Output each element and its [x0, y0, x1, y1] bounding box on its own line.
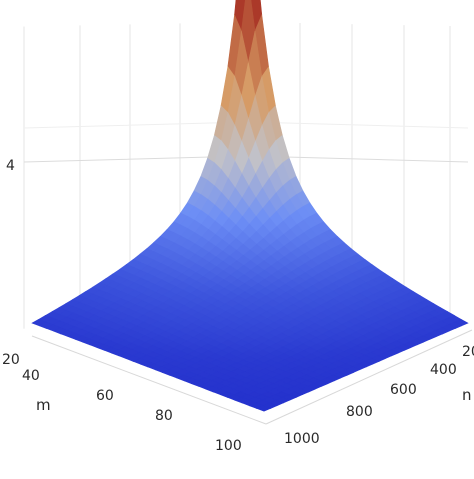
m-tick-label: 20 [2, 352, 20, 368]
n-tick-label: 600 [390, 382, 417, 398]
m-tick-label: 80 [155, 408, 173, 424]
surface-layer [31, 0, 469, 412]
n-tick-label: 1000 [284, 431, 320, 447]
m-tick-label: 60 [96, 388, 114, 404]
m-tick-label: 100 [215, 438, 242, 454]
n-axis-label: n [462, 386, 472, 404]
m-axis-line [31, 335, 267, 425]
n-tick-label: 200 [462, 344, 474, 360]
m-tick-label: 40 [22, 368, 40, 384]
n-tick-label: 800 [346, 404, 373, 420]
m-axis-label: m [36, 396, 51, 414]
n-tick-label: 400 [430, 362, 457, 378]
n-axis-line [265, 329, 473, 425]
surface-patch [256, 405, 272, 412]
z-tick-label: 4 [6, 158, 15, 174]
